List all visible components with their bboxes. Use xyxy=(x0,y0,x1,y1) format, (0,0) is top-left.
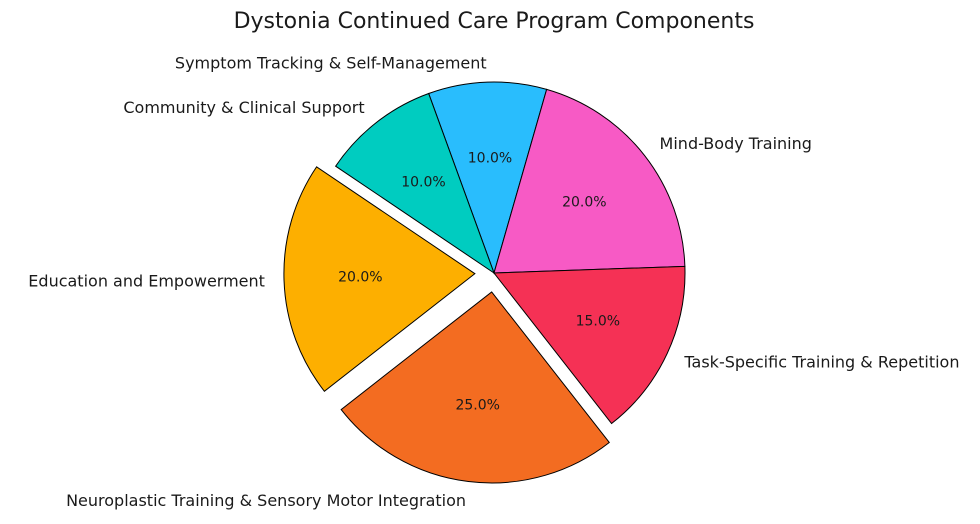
category-label-neuroplastic-training-and-sensory-motor-integration: Neuroplastic Training & Sensory Motor In… xyxy=(66,491,466,510)
category-label-symptom-tracking-and-self-management: Symptom Tracking & Self-Management xyxy=(175,54,487,73)
category-label-community-and-clinical-support: Community & Clinical Support xyxy=(123,98,364,117)
pie-slice-community-and-clinical-support xyxy=(334,92,495,275)
percent-label-symptom-tracking-and-self-management: 10.0% xyxy=(468,150,512,166)
chart-title: Dystonia Continued Care Program Componen… xyxy=(234,9,755,34)
pie-slice-mind-body-training xyxy=(493,88,686,274)
category-label-education-and-empowerment: Education and Empowerment xyxy=(28,271,265,290)
pie-slice-symptom-tracking-and-self-management xyxy=(428,81,548,275)
percent-label-mind-body-training: 20.0% xyxy=(562,194,606,210)
category-label-task-specific-training-and-repetition: Task-Specific Training & Repetition xyxy=(683,352,959,371)
category-label-mind-body-training: Mind-Body Training xyxy=(660,134,812,153)
percent-label-community-and-clinical-support: 10.0% xyxy=(401,175,445,191)
percent-label-neuroplastic-training-and-sensory-motor-integration: 25.0% xyxy=(455,398,499,414)
pie-slice-neuroplastic-training-and-sensory-motor-integration xyxy=(340,291,610,484)
pie-slices xyxy=(283,81,686,484)
percent-label-task-specific-training-and-repetition: 15.0% xyxy=(576,313,620,329)
pie-slice-task-specific-training-and-repetition xyxy=(493,265,686,425)
category-labels: Symptom Tracking & Self-Management Mind-B… xyxy=(28,54,959,510)
pie-slice-education-and-empowerment xyxy=(283,166,476,392)
percent-label-education-and-empowerment: 20.0% xyxy=(338,270,382,286)
percent-labels: 10.0% 20.0% 15.0% 25.0% 20.0% 10.0% xyxy=(338,150,620,413)
